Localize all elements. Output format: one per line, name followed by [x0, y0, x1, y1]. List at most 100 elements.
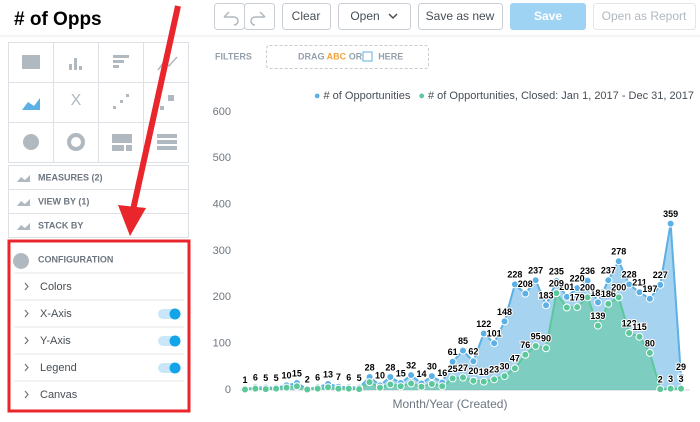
data-point [448, 374, 457, 383]
config-item[interactable]: Colors [40, 281, 72, 293]
data-point [604, 276, 613, 285]
open-as-report-button[interactable] [593, 3, 696, 30]
title: # of Opps [14, 9, 102, 30]
data-point [510, 280, 519, 289]
data-label: 237 [528, 266, 543, 276]
data-point [521, 350, 530, 359]
data-label: 47 [510, 354, 520, 364]
data-label: 30 [500, 361, 510, 371]
data-label: 115 [632, 322, 647, 332]
data-label: 186 [601, 289, 616, 299]
legend: ● # of Opportunities ● # of Opportunities, … [314, 90, 694, 102]
section-row[interactable] [8, 189, 189, 214]
data-point [573, 284, 582, 293]
section-icon [17, 199, 30, 206]
data-point [521, 289, 530, 298]
data-label: 197 [642, 284, 657, 294]
configuration-title: CONFIGURATION [38, 254, 113, 264]
data-label: 10 [282, 371, 292, 381]
pie-icon[interactable] [23, 134, 39, 150]
data-label: 201 [559, 282, 574, 292]
data-label: 85 [458, 336, 468, 346]
data-label: 211 [632, 278, 647, 288]
data-label: 95 [531, 331, 541, 341]
annotation-arrow [130, 5, 181, 211]
data-point [344, 384, 353, 393]
scatter-icon[interactable] [113, 94, 129, 109]
section-icon [17, 175, 30, 182]
data-label: 29 [676, 362, 686, 372]
clear-label: Clear [292, 9, 321, 23]
data-point [552, 289, 561, 298]
data-point [469, 376, 478, 385]
data-label: 148 [497, 307, 512, 317]
data-label: 6 [315, 373, 320, 383]
filter-drop-zone[interactable] [266, 45, 429, 69]
clear-button[interactable] [282, 3, 331, 30]
data-point [407, 379, 416, 388]
config-item[interactable]: Y-Axis [40, 335, 71, 347]
here-word: HERE [378, 52, 403, 62]
chart-type-grid: X [8, 42, 189, 163]
gear-icon [13, 253, 30, 269]
expand-chevron[interactable] [24, 336, 29, 345]
treemap-icon[interactable] [112, 134, 132, 151]
data-point [542, 301, 551, 310]
bar-icon[interactable] [113, 55, 129, 68]
undo-icon [223, 11, 239, 26]
data-point [531, 276, 540, 285]
section-label: STACK BY [38, 220, 83, 230]
config-item[interactable]: X-Axis [40, 308, 72, 320]
data-point [375, 383, 384, 392]
y-tick-label: 0 [225, 384, 231, 396]
data-label: 200 [580, 283, 595, 293]
column-icon[interactable] [69, 58, 82, 70]
data-label: 32 [406, 361, 416, 371]
data-label: 3 [678, 374, 683, 384]
data-point [500, 317, 509, 326]
data-label: 13 [323, 369, 333, 379]
open-button[interactable] [338, 3, 411, 30]
section-row[interactable] [8, 213, 189, 238]
section-label: MEASURES (2) [38, 172, 103, 182]
x-axis-title: Month/Year (Created) [393, 397, 508, 411]
data-label: 227 [653, 270, 668, 280]
data-point [677, 372, 685, 381]
data-label: 15 [396, 368, 406, 378]
save-as-new-button[interactable] [418, 3, 503, 30]
toggle-knob [169, 362, 181, 374]
config-item[interactable]: Canvas [40, 389, 78, 401]
section-icon [17, 223, 30, 230]
data-label: 122 [476, 319, 491, 329]
bubble-icon[interactable] [160, 95, 174, 110]
data-point [604, 299, 613, 308]
data-point [448, 357, 457, 366]
data-point [614, 293, 623, 302]
sidebar-sections: MEASURES (2) VIEW BY (1) STACK BY [8, 165, 189, 238]
data-point [438, 382, 447, 391]
expand-chevron[interactable] [24, 363, 29, 372]
donut-icon[interactable] [67, 133, 85, 151]
data-label: 10 [375, 371, 385, 381]
y-tick-label: 100 [213, 338, 231, 350]
save-button[interactable] [510, 3, 586, 30]
expand-chevron[interactable] [24, 309, 29, 318]
config-item[interactable]: Legend [40, 362, 77, 374]
area-icon[interactable] [22, 98, 40, 110]
data-point [490, 375, 499, 384]
data-label: 90 [541, 334, 551, 344]
expand-chevron[interactable] [24, 282, 29, 291]
data-point [614, 257, 623, 266]
y-tick-label: 500 [213, 152, 231, 164]
data-point [251, 384, 260, 393]
table-icon[interactable] [22, 55, 40, 69]
drag-word: DRAG [298, 52, 325, 62]
expand-chevron[interactable] [24, 390, 29, 399]
data-label: 278 [611, 247, 626, 257]
legend-label: # of Opportunities [324, 90, 411, 102]
data-label: 6 [253, 373, 258, 383]
heatmap-icon[interactable] [157, 134, 177, 150]
data-point [552, 277, 561, 286]
headline-icon[interactable]: X [71, 92, 82, 109]
filters-label: FILTERS [215, 51, 252, 61]
